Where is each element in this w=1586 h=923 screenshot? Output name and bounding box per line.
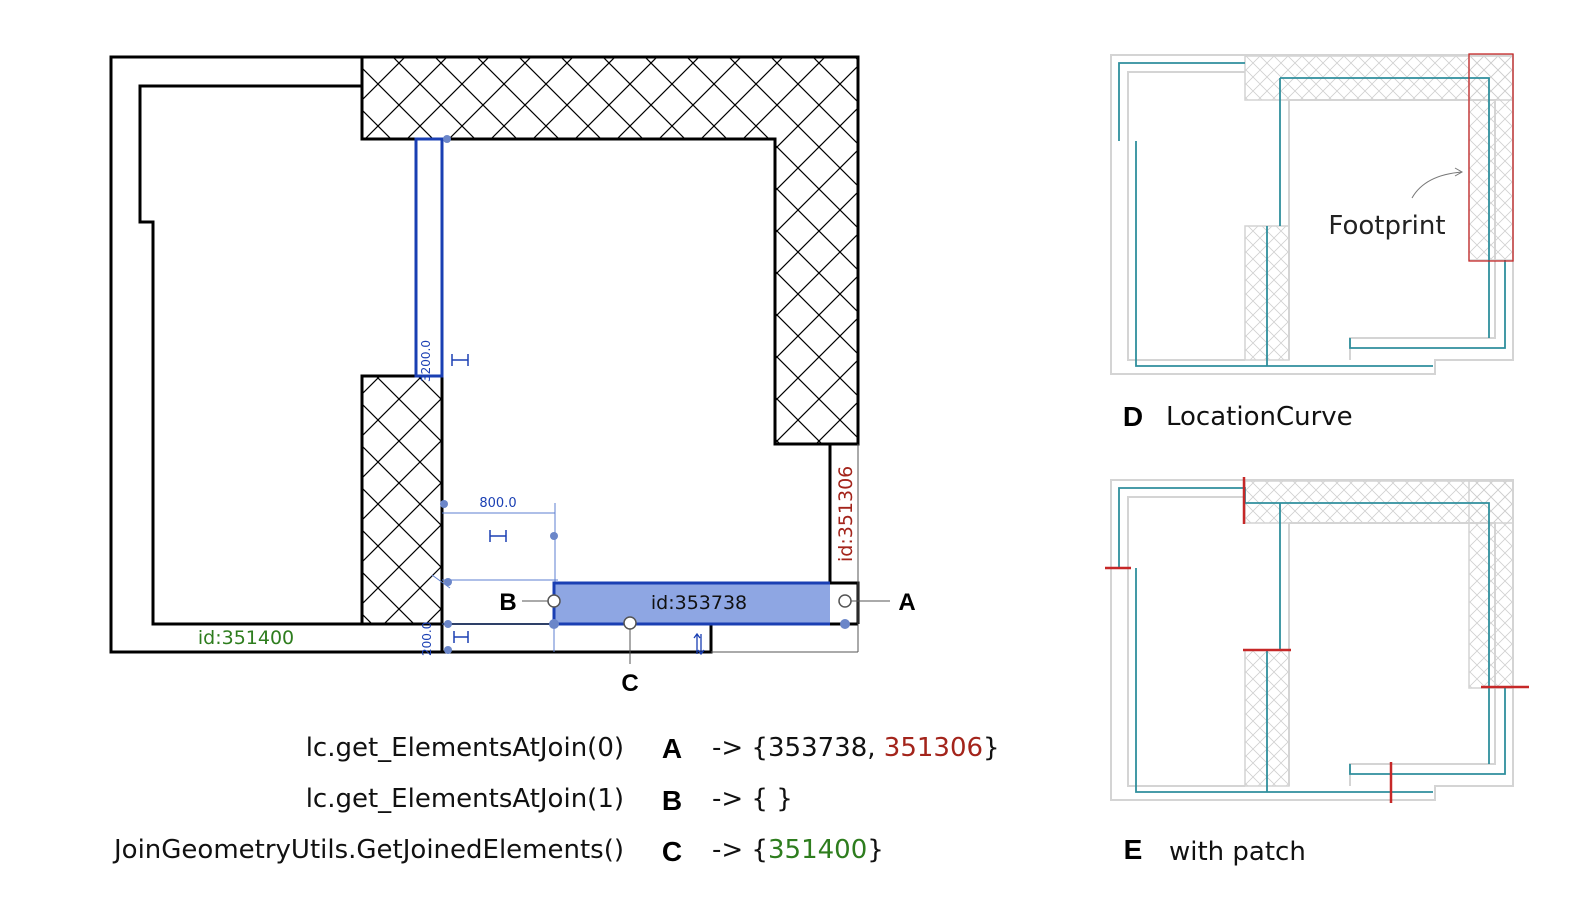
wall-id-green: id:351400 xyxy=(198,627,294,649)
dimension-800-lines xyxy=(431,503,558,600)
panel-d-caption: LocationCurve xyxy=(1166,402,1353,432)
code-letter-1: A xyxy=(662,733,682,764)
selected-wall-outline xyxy=(552,581,830,626)
code-result-1-close: } xyxy=(983,733,1000,763)
panel-d-plan: Footprint D LocationCurve xyxy=(1110,53,1514,432)
dim-grip-5[interactable] xyxy=(444,646,452,654)
panel-e-letter: E xyxy=(1124,834,1143,865)
e-hatched-right xyxy=(1468,480,1514,689)
label-a: A xyxy=(898,589,915,616)
label-c: C xyxy=(621,670,638,697)
thin-wall-grip[interactable] xyxy=(443,135,451,143)
panel-e-plan: E with patch xyxy=(1105,477,1529,867)
dim-grip-1[interactable] xyxy=(440,500,448,508)
code-letter-2: B xyxy=(662,785,682,816)
hatched-wall-middle xyxy=(360,374,444,626)
label-b: B xyxy=(499,589,516,616)
left-room-outline xyxy=(138,84,362,626)
main-floor-plan: 3200.0 800.0 id:353738 200.0 xyxy=(109,55,916,697)
dimension-200-lines xyxy=(442,623,555,652)
code-expr-2: lc.get_ElementsAtJoin(1) xyxy=(306,784,624,814)
code-result-2: -> { } xyxy=(712,784,793,814)
code-result-1: -> {353738, 351306} xyxy=(712,733,1000,763)
footprint-label: Footprint xyxy=(1328,211,1445,241)
code-result-3-v1: 351400 xyxy=(768,835,867,865)
footprint-box xyxy=(1468,53,1514,262)
dim-grip-2[interactable] xyxy=(550,532,558,540)
d-outer-outline xyxy=(1110,54,1514,375)
dim-grip-3[interactable] xyxy=(444,578,452,586)
wall-id-red: id:351306 xyxy=(835,466,857,562)
d-hatched-right xyxy=(1468,55,1514,261)
code-result-3-close: } xyxy=(867,835,884,865)
code-result-3-open: -> { xyxy=(712,835,768,865)
wall-grip-left[interactable] xyxy=(549,619,559,629)
code-result-1-open: -> { xyxy=(712,733,768,763)
footprint-arrow-icon xyxy=(1411,171,1463,199)
dimension-tick-icon-2 xyxy=(489,530,507,542)
dimension-tick-icon-3 xyxy=(453,631,469,643)
join-point-a[interactable] xyxy=(838,594,852,608)
flip-arrows-icon[interactable] xyxy=(693,632,705,656)
e-location-curves xyxy=(1118,487,1506,793)
code-expr-3: JoinGeometryUtils.GetJoinedElements() xyxy=(112,835,624,865)
panel-d-letter: D xyxy=(1123,401,1143,432)
code-result-1-v1: 353738 xyxy=(768,733,867,763)
code-result-3: -> {351400} xyxy=(712,835,884,865)
join-point-b[interactable] xyxy=(547,594,561,608)
outer-wall-outline xyxy=(109,55,860,654)
join-point-c[interactable] xyxy=(623,616,637,630)
selected-wall-id: id:353738 xyxy=(651,592,747,614)
code-result-1-sep: , xyxy=(867,733,884,763)
d-location-curves xyxy=(1118,62,1506,367)
code-expr-1: lc.get_ElementsAtJoin(0) xyxy=(306,733,624,763)
code-result-1-v2: 351306 xyxy=(884,733,983,763)
dimension-3200: 3200.0 xyxy=(419,340,433,382)
footprint-arrowhead xyxy=(1454,167,1464,177)
wall-grip-right[interactable] xyxy=(840,619,850,629)
panel-e-caption: with patch xyxy=(1169,837,1306,867)
dim-grip-4[interactable] xyxy=(444,620,452,628)
e-outer-outline xyxy=(1110,479,1514,801)
e-inner-outline xyxy=(1127,496,1496,787)
code-block: lc.get_ElementsAtJoin(0) A -> {353738, 3… xyxy=(112,733,1000,867)
dimension-tick-icon xyxy=(451,354,469,366)
selected-wall-353738[interactable] xyxy=(554,583,830,624)
dimension-200: 200.0 xyxy=(420,622,434,656)
code-letter-3: C xyxy=(662,836,682,867)
patch-marks xyxy=(1105,477,1529,803)
dimension-800: 800.0 xyxy=(479,496,516,511)
